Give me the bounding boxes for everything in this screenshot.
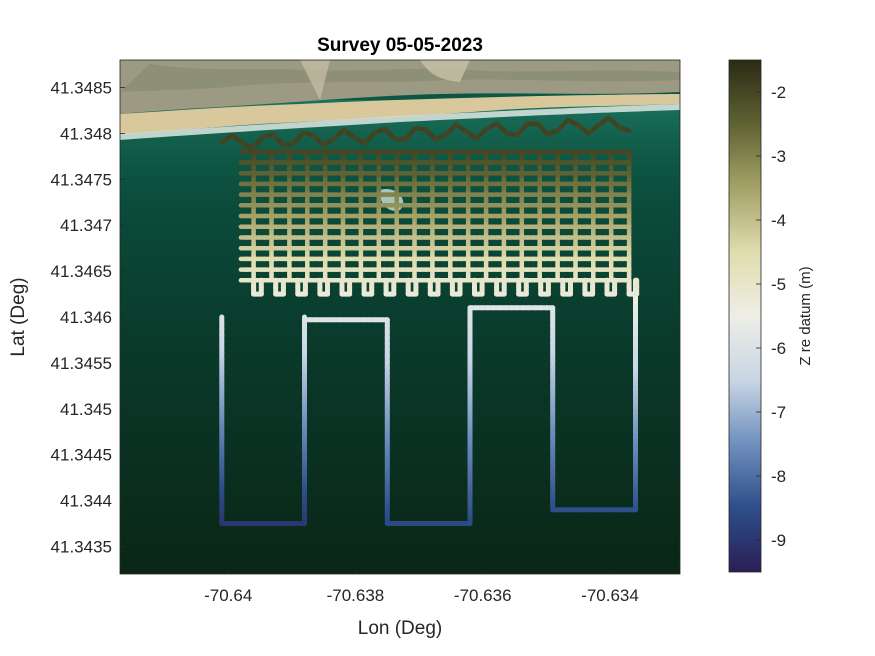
y-tick-label: 41.3445 [51, 446, 112, 465]
chart-title: Survey 05-05-2023 [317, 35, 483, 56]
y-tick-label: 41.346 [60, 308, 112, 327]
colorbar: -2 -3 -4 -5 -6 -7 -8 -9 Z re datum (m) [728, 59, 814, 573]
x-tick-label: -70.636 [454, 586, 512, 605]
colorbar-tick-label: -6 [771, 339, 786, 358]
x-axis-label: Lon (Deg) [358, 618, 443, 639]
y-tick-label: 41.3435 [51, 537, 112, 556]
x-tick-label: -70.638 [327, 586, 385, 605]
colorbar-tick-label: -4 [771, 211, 786, 230]
colorbar-tick-label: -8 [771, 467, 786, 486]
y-tick-label: 41.3465 [51, 262, 112, 281]
y-axis-ticks: 41.3435 41.344 41.3445 41.345 41.3455 41.346 4… [51, 79, 125, 556]
satellite-background [120, 60, 680, 574]
y-tick-label: 41.348 [60, 124, 112, 143]
colorbar-tick-label: -7 [771, 403, 786, 422]
survey-tracks [219, 115, 640, 526]
track-segment [621, 126, 632, 134]
y-tick-label: 41.345 [60, 400, 112, 419]
colorbar-ticks: -2 -3 -4 -5 -6 -7 -8 -9 [756, 83, 786, 550]
colorbar-label: Z re datum (m) [797, 266, 814, 365]
x-tick-label: -70.64 [204, 586, 252, 605]
y-tick-label: 41.347 [60, 216, 112, 235]
colorbar-tick-label: -2 [771, 83, 786, 102]
y-tick-label: 41.3485 [51, 79, 112, 98]
y-tick-label: 41.3475 [51, 170, 112, 189]
x-tick-label: -70.634 [581, 586, 639, 605]
colorbar-tick-label: -3 [771, 147, 786, 166]
y-axis-label: Lat (Deg) [8, 277, 29, 356]
x-axis-ticks: -70.64 -70.638 -70.636 -70.634 [204, 569, 639, 605]
y-tick-label: 41.344 [60, 492, 112, 511]
colorbar-bar [728, 59, 762, 573]
colorbar-tick-label: -9 [771, 531, 786, 550]
colorbar-tick-label: -5 [771, 275, 786, 294]
y-tick-label: 41.3455 [51, 354, 112, 373]
